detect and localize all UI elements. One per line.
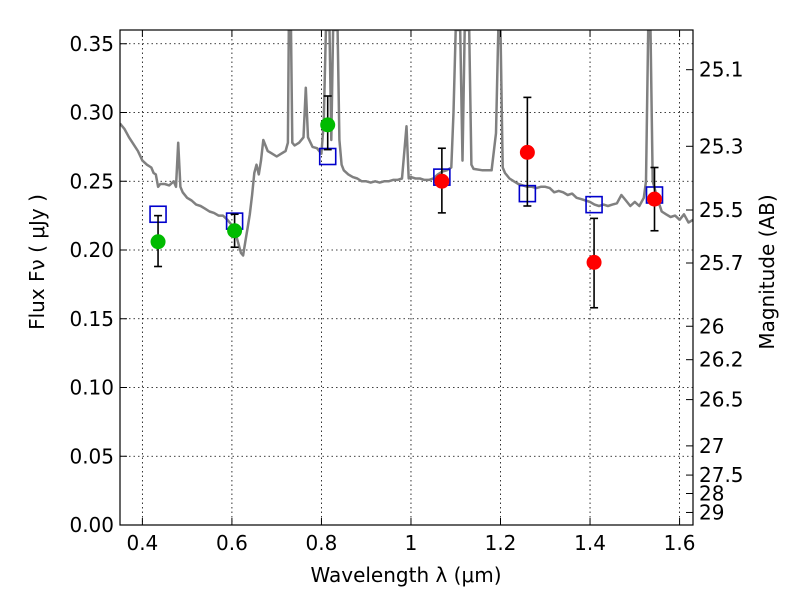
y-tick-label: 0.35 [69,32,114,56]
y-tick-label: 0.10 [69,376,114,400]
x-tick-label: 0.8 [306,531,338,555]
x-tick-label: 1.6 [664,531,696,555]
observed-nir-point [519,144,535,160]
data-points [149,95,664,309]
y-tick-label: 0.25 [69,169,114,193]
mag-tick-label: 27.5 [699,463,744,487]
observed-optical-point [227,223,243,239]
observed-nir-point [434,173,450,189]
plot-frame [119,29,694,526]
observed-nir-point [647,191,663,207]
mag-tick-label: 26.5 [699,388,744,412]
mag-tick-label: 27 [699,434,724,458]
mag-tick-label: 25.1 [699,58,744,82]
x-axis-title: Wavelength λ (μm) [310,563,501,587]
mag-tick-label: 25.3 [699,134,744,158]
y-tick-label: 0.00 [69,513,114,537]
y-tick-label: 0.20 [69,238,114,262]
model-box-point [585,195,603,214]
model-spectrum [120,30,693,257]
mag-tick-label: 28 [699,482,724,506]
y-tick-label: 0.30 [69,101,114,125]
mag-tick-label: 29 [699,500,724,524]
axis-ticks: 0.4 0.6 0.8 1 1.2 1.4 1.6 0.00 0.05 0.10 0.15 0.20 0… [69,30,744,555]
y-tick-label: 0.05 [69,444,114,468]
y-axis-title: Flux Fν ( μJy ) [25,194,49,330]
observed-nir-point [586,254,602,270]
grid [120,30,693,526]
observed-optical-point [150,234,166,250]
mag-tick-label: 26.2 [699,348,744,372]
y2-axis-title: Magnitude (AB) [755,194,779,349]
x-tick-label: 1 [405,531,418,555]
mag-tick-label: 25.7 [699,251,744,275]
x-tick-label: 1.4 [574,531,606,555]
mag-tick-label: 26 [699,314,724,338]
x-tick-label: 0.4 [126,531,158,555]
x-tick-label: 0.6 [216,531,248,555]
mag-tick-label: 25.5 [699,198,744,222]
spectrum-line [120,30,693,257]
x-tick-label: 1.2 [485,531,517,555]
y-tick-label: 0.15 [69,307,114,331]
observed-optical-point [320,117,336,133]
